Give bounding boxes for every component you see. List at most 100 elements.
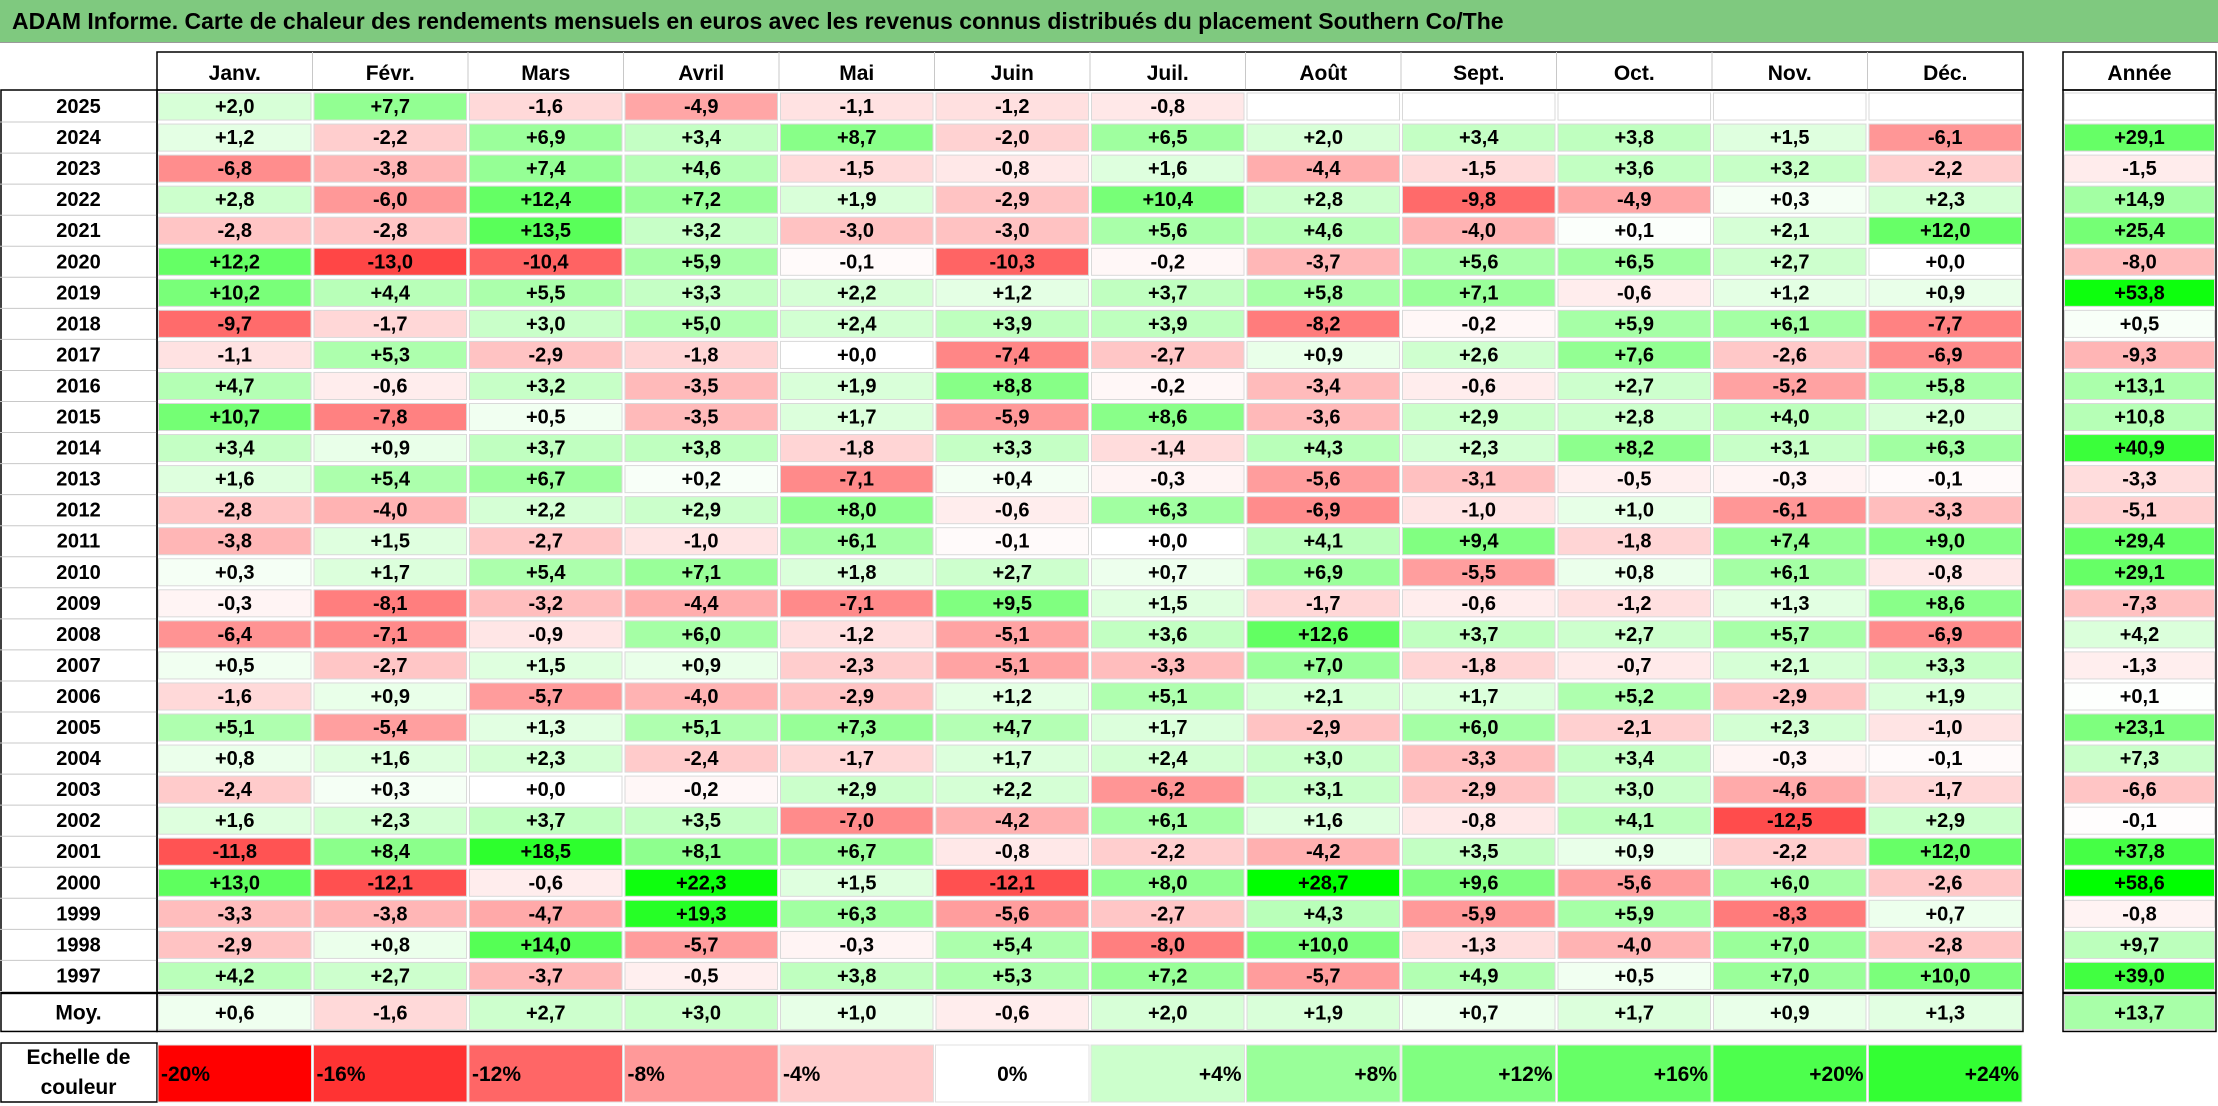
heat-cell: [624, 930, 778, 959]
cell-value: -3,8: [218, 531, 252, 553]
cell-value: +1,5: [1770, 127, 1809, 149]
cell-value: +14,0: [520, 934, 571, 956]
cell-value: +9,4: [1459, 531, 1499, 553]
heat-cell: [1402, 278, 1556, 307]
heat-cell: [158, 961, 312, 990]
annual-value: -1,3: [2122, 655, 2156, 677]
heat-cell: [469, 465, 623, 494]
heat-cell: [1713, 465, 1867, 494]
heat-cell: [1713, 309, 1867, 338]
annual-cell: [2064, 620, 2215, 649]
cell-value: +7,4: [1770, 531, 1810, 553]
cell-value: +2,9: [1459, 407, 1498, 429]
heat-cell: [935, 775, 1089, 804]
annual-cell: [2064, 340, 2215, 369]
annual-value: +23,1: [2114, 717, 2165, 739]
year-label: 2011: [57, 531, 100, 553]
cell-value: +6,9: [1304, 562, 1343, 584]
heat-cell: [1246, 309, 1400, 338]
cell-value: +1,6: [371, 748, 410, 770]
heat-cell: [935, 961, 1089, 990]
heat-cell: [1402, 92, 1556, 121]
cell-value: +10,7: [209, 407, 260, 429]
cell-value: +3,9: [993, 313, 1032, 335]
cell-value: -0,7: [1617, 655, 1651, 677]
scale-swatch: [1401, 1044, 1556, 1103]
cell-value: +8,6: [1148, 407, 1187, 429]
annual-cell: [2064, 682, 2215, 711]
cell-value: +6,0: [1459, 717, 1498, 739]
cell-value: -3,8: [373, 158, 407, 180]
heat-cell: [1246, 961, 1400, 990]
heat-cell: [1246, 465, 1400, 494]
heat-cell: [1713, 775, 1867, 804]
annual-value: +29,4: [2114, 531, 2165, 553]
heat-cell: [624, 775, 778, 804]
cell-value: +5,6: [1148, 220, 1187, 242]
cell-value: +2,8: [1304, 189, 1343, 211]
month-header: Juil.: [1147, 62, 1189, 85]
heat-cell: [313, 744, 467, 773]
cell-value: +6,3: [1926, 438, 1965, 460]
heat-cell: [313, 775, 467, 804]
heat-cell: [1091, 899, 1245, 928]
heat-cell: [1713, 744, 1867, 773]
heat-cell: [158, 216, 312, 245]
cell-value: -2,9: [1462, 779, 1496, 801]
heat-cell: [780, 961, 934, 990]
heat-cell: [1246, 930, 1400, 959]
cell-value: -2,9: [529, 344, 563, 366]
annual-cell: [2064, 247, 2215, 276]
cell-value: -3,7: [529, 965, 563, 987]
scale-swatch: [313, 1044, 468, 1103]
cell-value: +6,1: [1148, 810, 1187, 832]
heat-cell: [1091, 185, 1245, 214]
heat-cell: [935, 620, 1089, 649]
annual-value: -6,6: [2122, 779, 2156, 801]
cell-value: +2,7: [1615, 624, 1654, 646]
heat-cell: [1402, 309, 1556, 338]
cell-value: +0,5: [215, 655, 254, 677]
cell-value: -1,2: [995, 96, 1029, 118]
cell-value: -1,0: [1928, 717, 1962, 739]
heat-cell: [469, 775, 623, 804]
cell-value: +4,9: [1459, 965, 1498, 987]
heat-cell: [158, 620, 312, 649]
cell-value: -0,3: [1773, 469, 1807, 491]
cell-value: +7,2: [682, 189, 721, 211]
cell-value: +2,2: [526, 500, 565, 522]
heat-cell: [1713, 620, 1867, 649]
average-value: -1,6: [373, 1002, 407, 1024]
cell-value: +8,8: [993, 375, 1032, 397]
cell-value: +6,9: [526, 127, 565, 149]
heat-cell: [1868, 930, 2022, 959]
heat-cell: [780, 340, 934, 369]
cell-value: +5,3: [993, 965, 1032, 987]
cell-value: -6,0: [373, 189, 407, 211]
scale-swatch: [468, 1044, 623, 1103]
cell-value: -0,2: [1462, 313, 1496, 335]
heat-cell: [780, 837, 934, 866]
heat-cell: [1557, 806, 1711, 835]
cell-value: +0,8: [215, 748, 254, 770]
heat-cell: [1713, 371, 1867, 401]
cell-value: -3,7: [1306, 251, 1340, 273]
heat-cell: [469, 434, 623, 463]
heat-cell: [780, 496, 934, 525]
cell-value: +5,1: [215, 717, 254, 739]
heat-cell: [1713, 92, 1867, 121]
cell-value: +6,3: [1148, 500, 1187, 522]
annual-value: +25,4: [2114, 220, 2165, 242]
cell-value: +4,6: [682, 158, 721, 180]
heat-cell: [624, 465, 778, 494]
cell-value: +1,5: [1148, 593, 1187, 615]
heat-cell: [780, 589, 934, 618]
heat-cell: [1557, 868, 1711, 897]
cell-value: -12,1: [989, 872, 1035, 894]
average-value: +0,9: [1770, 1002, 1809, 1024]
cell-value: -0,3: [840, 934, 874, 956]
heat-cell: [313, 558, 467, 587]
average-label: Moy.: [55, 1001, 101, 1024]
cell-value: +8,0: [1148, 872, 1187, 894]
heat-cell: [1557, 558, 1711, 587]
